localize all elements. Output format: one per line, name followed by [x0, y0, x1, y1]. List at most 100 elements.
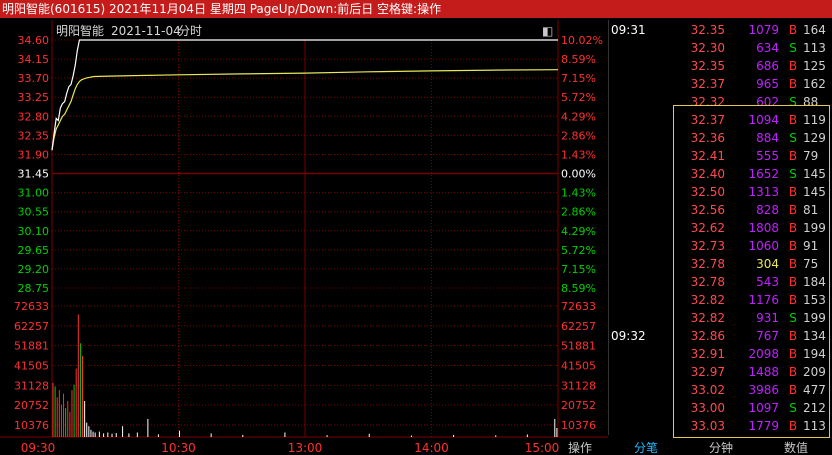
- chart-toggle-icon[interactable]: ◧: [542, 24, 553, 38]
- trade-row: 33.00 1097 S 212: [609, 399, 832, 417]
- pct-tick-label: 2.86%: [561, 206, 596, 219]
- price-tick-label: 33.25: [18, 91, 50, 104]
- trade-count: 113: [803, 41, 826, 55]
- trade-price: 32.37: [690, 77, 725, 91]
- trade-row: 09:31 32.35 1079 B 164: [609, 21, 832, 39]
- price-tick-label: 28.75: [18, 282, 50, 295]
- price-tick-label: 29.20: [18, 263, 50, 276]
- trade-price: 32.86: [690, 329, 725, 343]
- trade-side: B: [788, 257, 798, 271]
- trade-side: B: [788, 347, 798, 361]
- trade-side: S: [789, 167, 797, 181]
- volume-tick-label-right: 31128: [561, 379, 596, 392]
- trade-side: B: [788, 203, 798, 217]
- trade-count: 129: [803, 131, 826, 145]
- chart-mode: 分时: [178, 24, 202, 38]
- price-tick-label: 34.15: [18, 53, 50, 66]
- trade-time: 09:32: [611, 329, 646, 343]
- price-tick-label: 33.70: [18, 72, 50, 85]
- pct-tick-label: 0.00%: [561, 168, 596, 181]
- trade-volume: 1313: [748, 185, 779, 199]
- trade-row: 32.32 602 S 88: [609, 93, 832, 111]
- trade-price: 32.78: [690, 275, 725, 289]
- trade-side: B: [788, 365, 798, 379]
- trade-row: 32.37 1094 B 119: [609, 111, 832, 129]
- price-line: [51, 39, 558, 151]
- trade-volume: 884: [756, 131, 779, 145]
- trade-count: 145: [803, 185, 826, 199]
- trade-volume: 1652: [748, 167, 779, 181]
- tab-minute[interactable]: 分钟: [708, 441, 733, 455]
- trade-row: 32.62 1808 B 199: [609, 219, 832, 237]
- trade-row: 32.78 304 B 75: [609, 255, 832, 273]
- window-titlebar: 明阳智能(601615) 2021年11月04日 星期四 PageUp/Down…: [0, 0, 832, 18]
- trade-volume: 2098: [748, 347, 779, 361]
- trade-count: 162: [803, 77, 826, 91]
- chart-grid: [0, 20, 608, 438]
- trade-price: 33.02: [690, 383, 725, 397]
- trade-price: 33.00: [690, 401, 725, 415]
- trade-row: 32.82 1176 B 153: [609, 291, 832, 309]
- trade-row: 32.35 686 B 125: [609, 57, 832, 75]
- trade-ticks-panel[interactable]: 09:31 32.35 1079 B 164 32.30 634 S 113 32.35 686 B 1…: [608, 20, 832, 435]
- trade-side: S: [789, 41, 797, 55]
- trade-side: B: [788, 383, 798, 397]
- trade-volume: 1097: [748, 401, 779, 415]
- tab-ops[interactable]: 操作: [567, 441, 592, 455]
- trade-count: 477: [803, 383, 826, 397]
- trade-volume: 1176: [748, 293, 779, 307]
- trade-volume: 828: [756, 203, 779, 217]
- trade-side: B: [788, 185, 798, 199]
- trade-row: 32.56 828 B 81: [609, 201, 832, 219]
- trade-volume: 1094: [748, 113, 779, 127]
- trade-count: 199: [803, 311, 826, 325]
- trade-count: 209: [803, 365, 826, 379]
- trade-price: 32.73: [690, 239, 725, 253]
- pct-tick-label: 1.43%: [561, 187, 596, 200]
- trade-row: 33.02 3986 B 477: [609, 381, 832, 399]
- pct-tick-label: 2.86%: [561, 129, 596, 142]
- price-tick-label: 34.60: [18, 34, 50, 47]
- trade-volume: 304: [756, 257, 779, 271]
- volume-tick-label: 41505: [14, 360, 49, 373]
- trade-side: B: [788, 329, 798, 343]
- pct-tick-label: 4.29%: [561, 225, 596, 238]
- chart-stock-name: 明阳智能: [56, 23, 104, 38]
- trade-price: 32.30: [690, 41, 725, 55]
- trade-side: B: [788, 149, 798, 163]
- trade-count: 194: [803, 347, 826, 361]
- trade-price: 32.56: [690, 203, 725, 217]
- trade-row: 32.73 1060 B 91: [609, 237, 832, 255]
- trade-volume: 686: [756, 59, 779, 73]
- trade-price: 32.91: [690, 347, 725, 361]
- volume-tick-label: 72633: [14, 300, 49, 313]
- price-tick-label: 31.45: [18, 168, 50, 181]
- trade-price: 32.62: [690, 221, 725, 235]
- tab-tick[interactable]: 分笔: [633, 441, 658, 455]
- trade-side: B: [788, 239, 798, 253]
- trade-count: 199: [803, 221, 826, 235]
- trade-count: 79: [803, 149, 819, 163]
- trade-volume: 965: [756, 77, 779, 91]
- axis-ticks: 34.60 10.02% 34.15 8.59% 33.70 7.15% 33.25 5.72…: [14, 34, 603, 432]
- volume-tick-label-right: 62257: [561, 320, 596, 333]
- trade-volume: 1060: [748, 239, 779, 253]
- trade-row: 32.40 1652 S 145: [609, 165, 832, 183]
- trade-volume: 1079: [748, 23, 779, 37]
- trade-price: 33.03: [690, 419, 725, 433]
- volume-tick-label-right: 51881: [561, 340, 596, 353]
- trade-count: 184: [803, 275, 826, 289]
- window-title: 明阳智能(601615) 2021年11月04日 星期四 PageUp/Down…: [2, 2, 442, 16]
- tab-value[interactable]: 数值: [783, 441, 808, 455]
- volume-tick-label: 51881: [14, 340, 49, 353]
- price-tick-label: 32.80: [18, 110, 50, 123]
- trade-row: 32.41 555 B 79: [609, 147, 832, 165]
- trade-count: 164: [803, 23, 826, 37]
- pct-tick-label: 7.15%: [561, 72, 596, 85]
- pct-tick-label: 4.29%: [561, 110, 596, 123]
- volume-tick-label: 10376: [14, 419, 49, 432]
- price-tick-label: 32.35: [18, 129, 50, 142]
- trade-price: 32.97: [690, 365, 725, 379]
- pct-tick-label: 5.72%: [561, 91, 596, 104]
